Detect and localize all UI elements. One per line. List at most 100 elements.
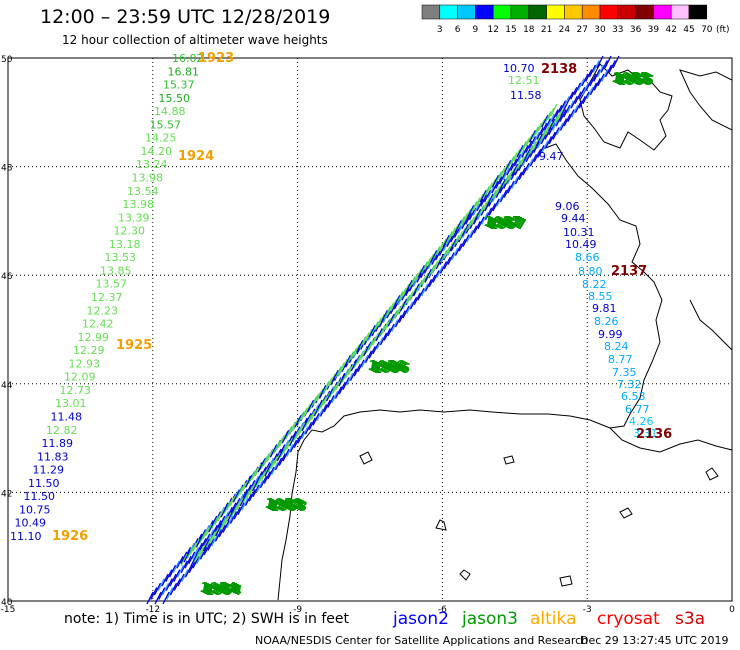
swh-observation	[501, 163, 509, 177]
swh-observation	[279, 433, 287, 447]
swh-observation	[455, 231, 463, 244]
swh-observation	[272, 441, 281, 454]
scale-label: 42	[665, 25, 676, 35]
swh-observation	[551, 109, 559, 122]
swh-observation	[208, 531, 217, 544]
swh-observation	[570, 95, 578, 109]
swh-observation	[203, 533, 211, 547]
swh-observation	[488, 203, 496, 216]
swh-observation	[286, 437, 294, 451]
swh-observation	[286, 444, 294, 457]
swh-observation	[319, 396, 328, 409]
swh-observation	[506, 162, 514, 176]
swh-observation	[221, 516, 229, 529]
swh-observation	[267, 459, 275, 473]
swh-observation	[498, 178, 506, 192]
swh-observation	[473, 220, 481, 234]
wave-height-label: 12.82	[46, 424, 78, 437]
swh-observation	[369, 336, 377, 349]
swh-observation	[417, 287, 425, 301]
time-label: 2137	[611, 264, 647, 279]
swh-observation	[222, 520, 230, 533]
swh-observation	[316, 408, 324, 422]
swh-observation	[518, 167, 526, 180]
page-subtitle: 12 hour collection of altimeter wave hei…	[62, 33, 328, 47]
swh-observation	[400, 298, 408, 312]
wave-height-label: 10.70	[503, 62, 535, 75]
swh-observation	[301, 426, 309, 440]
swh-observation	[585, 69, 593, 82]
track-time-label: 1957	[490, 218, 527, 233]
swh-observation	[558, 100, 567, 113]
swh-observation	[405, 279, 413, 293]
swh-observation	[363, 343, 371, 357]
swh-observation	[472, 203, 480, 216]
swh-observation	[214, 512, 222, 526]
swh-observation	[356, 339, 364, 353]
swh-observation	[586, 86, 594, 100]
swh-observation	[581, 73, 589, 87]
swh-observation	[331, 369, 339, 383]
swh-observation	[364, 350, 373, 364]
swh-observation	[462, 234, 470, 247]
swh-observation	[457, 216, 466, 229]
swh-observation	[501, 174, 509, 188]
swh-observation	[548, 118, 556, 132]
wave-height-label: 4.26	[629, 415, 654, 428]
swh-observation	[186, 546, 194, 559]
swh-observation	[483, 189, 492, 203]
scale-label: 21	[541, 25, 552, 35]
time-label: 1923	[198, 51, 234, 66]
track-time-label: 1954	[202, 582, 238, 597]
swh-observation	[233, 506, 241, 520]
swh-observation	[442, 238, 450, 252]
swh-observation	[409, 287, 417, 301]
swh-observation	[338, 381, 346, 395]
swh-observation	[513, 148, 521, 162]
swh-observation	[585, 78, 593, 91]
swh-observation	[543, 118, 552, 131]
swh-observation	[563, 104, 571, 118]
swh-observation	[376, 337, 384, 350]
wave-height-label: 13.18	[109, 238, 141, 251]
swh-observation	[375, 328, 383, 342]
swh-observation	[323, 399, 331, 413]
swh-observation	[282, 441, 291, 454]
swh-observation	[397, 302, 405, 316]
wave-height-label: 7.32	[617, 378, 642, 391]
swh-observation	[207, 538, 215, 551]
swh-observation	[258, 471, 266, 484]
swh-observation	[582, 91, 590, 105]
swh-observation	[498, 171, 507, 185]
time-label: 1926	[52, 529, 88, 544]
swh-observation	[541, 140, 549, 154]
altimeter-swaths	[146, 55, 620, 605]
swh-observation	[291, 418, 299, 432]
swh-observation	[461, 212, 469, 226]
swh-observation	[319, 404, 328, 417]
color-scale: 3 6 9 12 15 18 21 24 27 30 33 36 39 42 45 70 (ft)	[421, 4, 730, 35]
graticule	[8, 58, 732, 601]
swh-observation	[551, 118, 560, 131]
swh-observation	[349, 368, 358, 381]
wave-height-label: 10.75	[19, 503, 51, 516]
x-tick-label: -9	[293, 605, 302, 615]
track-time-label: 1956	[368, 359, 404, 374]
coastline	[277, 63, 733, 601]
swh-observation	[398, 310, 406, 323]
track-time-label: 1958	[267, 498, 303, 513]
swh-observation	[432, 270, 440, 283]
swh-observation	[581, 82, 590, 96]
wave-height-label: 11.10	[10, 530, 42, 543]
swh-observation	[252, 478, 260, 492]
swh-observation	[567, 109, 575, 122]
swh-observation	[511, 176, 519, 189]
swh-observation	[502, 167, 510, 180]
swh-observation	[402, 283, 410, 297]
swh-observation	[467, 216, 476, 229]
swh-observation	[486, 193, 494, 207]
swh-observation	[343, 354, 351, 368]
swh-observation	[517, 149, 525, 163]
swh-observation	[428, 274, 436, 288]
y-tick-label: 42	[1, 489, 12, 499]
